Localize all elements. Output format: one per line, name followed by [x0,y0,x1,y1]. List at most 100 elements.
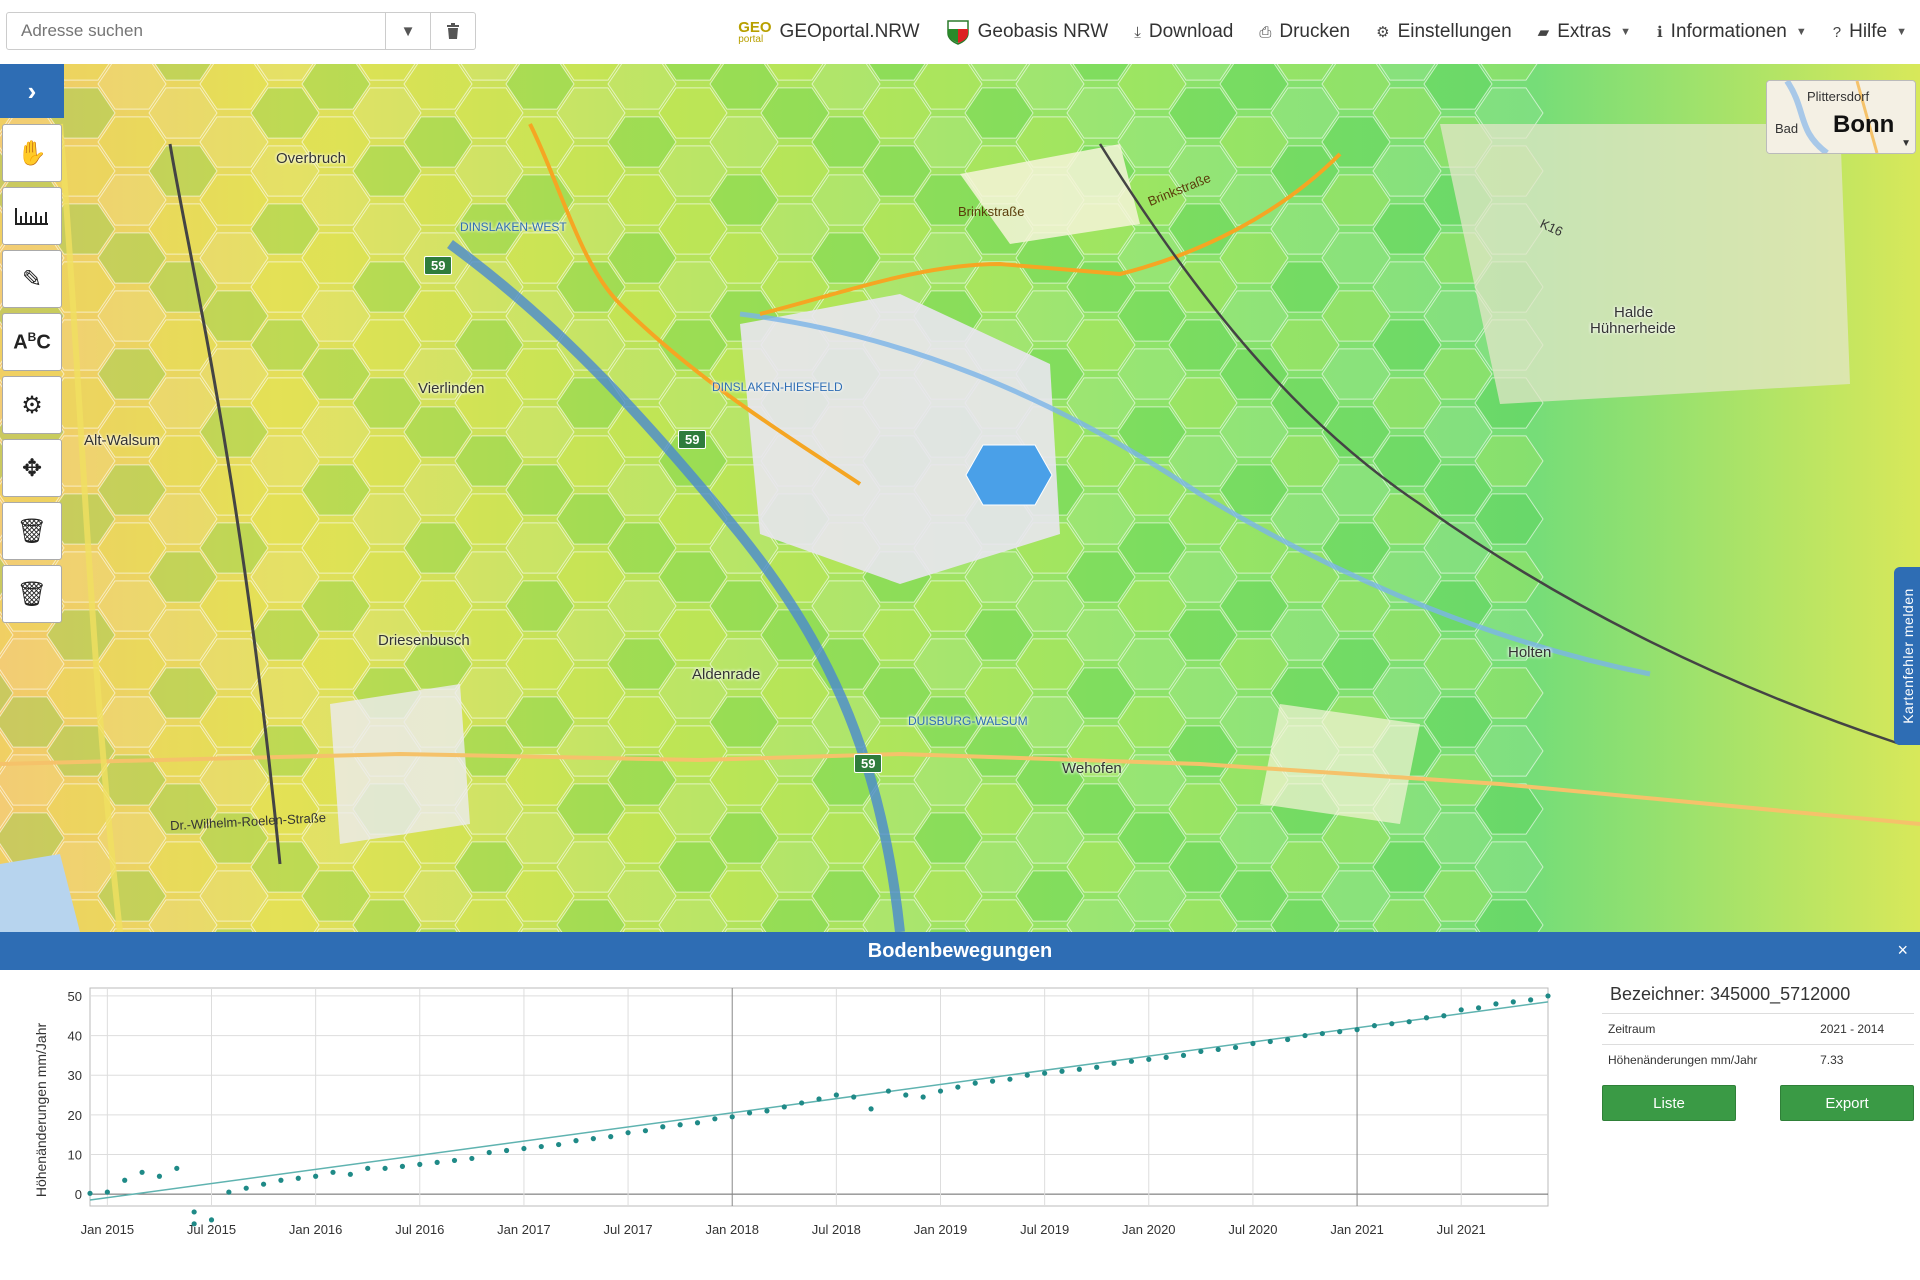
hexagon-cell[interactable] [148,145,218,197]
hexagon-cell[interactable] [862,203,932,255]
hexagon-cell[interactable] [199,754,269,806]
hexagon-cell[interactable] [1219,870,1289,922]
hexagon-cell[interactable] [505,232,575,284]
clear-search-button[interactable] [430,13,475,49]
map-canvas[interactable]: Overbruch DINSLAKEN-WEST Vierlinden Alt-… [0,64,1920,932]
hexagon-cell[interactable] [556,87,626,139]
pan-tool-button[interactable]: ✋ [2,124,62,182]
hexagon-cell[interactable] [1474,435,1544,487]
hexagon-cell[interactable] [658,841,728,893]
hexagon-cell[interactable] [1169,64,1237,81]
hexagon-cell[interactable] [301,638,371,690]
hexagon-cell[interactable] [148,203,218,255]
hexagon-cell[interactable] [505,754,575,806]
hexagon-cell[interactable] [1117,754,1187,806]
hexagon-cell[interactable] [607,232,677,284]
text-tool-button[interactable]: ABC [2,313,62,371]
hexagon-cell[interactable] [301,464,371,516]
hexagon-cell[interactable] [352,493,422,545]
hexagon-cell[interactable] [1270,493,1340,545]
hexagon-cell[interactable] [1219,174,1289,226]
hexagon-cell[interactable] [964,841,1034,893]
hexagon-cell[interactable] [964,87,1034,139]
hexagon-cell[interactable] [455,64,523,81]
hexagon-cell[interactable] [149,64,217,81]
hexagon-cell[interactable] [863,64,931,81]
hexagon-cell[interactable] [1270,87,1340,139]
hexagon-cell[interactable] [199,174,269,226]
hexagon-cell[interactable] [1168,783,1238,835]
hexagon-cell[interactable] [0,638,65,690]
move-tool-button[interactable]: ✥ [2,439,62,497]
hexagon-cell[interactable] [1066,87,1136,139]
search-dropdown-button[interactable]: ▼ [385,13,430,49]
hexagon-cell[interactable] [1220,928,1288,932]
hexagon-cell[interactable] [1219,464,1289,516]
hexagon-cell[interactable] [352,841,422,893]
hexagon-cell[interactable] [505,406,575,458]
hexagon-cell[interactable] [1066,725,1136,777]
hexagon-cell[interactable] [199,232,269,284]
hexagon-cell[interactable] [1117,406,1187,458]
hexagon-cell[interactable] [1372,145,1442,197]
hexagon-cell[interactable] [556,551,626,603]
hexagon-cell[interactable] [148,899,218,932]
hexagon-cell[interactable] [505,696,575,748]
hexagon-cell[interactable] [1372,319,1442,371]
hexagon-cell[interactable] [506,928,574,932]
hexagon-cell[interactable] [250,435,320,487]
geoportal-link[interactable]: GEO portal GEOportal.NRW [738,20,919,45]
download-menu[interactable]: ⤓ Download [1134,21,1233,43]
hexagon-cell[interactable] [0,726,14,776]
hexagon-cell[interactable] [199,116,269,168]
hexagon-cell[interactable] [1372,203,1442,255]
hexagon-cell[interactable] [1270,551,1340,603]
hexagon-cell[interactable] [302,928,370,932]
hexagon-cell[interactable] [761,64,829,81]
hexagon-cell[interactable] [658,725,728,777]
hexagon-cell[interactable] [301,870,371,922]
hexagon-cell[interactable] [556,899,626,932]
hexagon-cell[interactable] [811,64,881,110]
hexagon-cell[interactable] [352,87,422,139]
hexagon-cell[interactable] [1321,870,1391,922]
hexagon-cell[interactable] [505,812,575,864]
hexagon-cell[interactable] [557,64,625,81]
hexagon-cell[interactable] [1168,87,1238,139]
hexagon-cell[interactable] [811,174,881,226]
hexagon-cell[interactable] [1117,348,1187,400]
edit-settings-tool-button[interactable]: ⚙ [2,376,62,434]
hexagon-cell[interactable] [1474,551,1544,603]
hexagon-cell[interactable] [250,609,320,661]
hexagon-cell[interactable] [352,899,422,932]
hexagon-cell[interactable] [352,377,422,429]
hexagon-cell[interactable] [1423,348,1493,400]
hexagon-cell[interactable] [403,522,473,574]
hexagon-cell[interactable] [352,203,422,255]
hexagon-cell[interactable] [658,435,728,487]
hexagon-cell[interactable] [1423,290,1493,342]
hexagon-cell[interactable] [250,261,320,313]
hexagon-cell[interactable] [1423,406,1493,458]
list-button[interactable]: Liste [1602,1085,1736,1121]
hexagon-cell[interactable] [454,609,524,661]
hexagon-cell[interactable] [1117,116,1187,168]
hexagon-cell[interactable] [658,667,728,719]
hexagon-cell[interactable] [1168,435,1238,487]
hexagon-cell[interactable] [1015,580,1085,632]
search-input[interactable] [7,13,385,49]
hexagon-cell[interactable] [454,841,524,893]
hexagon-cell[interactable] [403,406,473,458]
hexagon-cell[interactable] [607,754,677,806]
hexagon-cell[interactable] [97,116,167,168]
hexagon-cell[interactable] [1168,319,1238,371]
hexagon-cell[interactable] [1066,841,1136,893]
hexagon-cell[interactable] [1117,638,1187,690]
hexagon-cell[interactable] [454,435,524,487]
extras-menu[interactable]: ▰ Extras ▼ [1538,21,1631,43]
hexagon-cell[interactable] [301,580,371,632]
hexagon-cell[interactable] [1016,928,1084,932]
hexagon-cell[interactable] [454,261,524,313]
hexagon-cell[interactable] [710,928,778,932]
hexagon-cell[interactable] [1372,841,1442,893]
